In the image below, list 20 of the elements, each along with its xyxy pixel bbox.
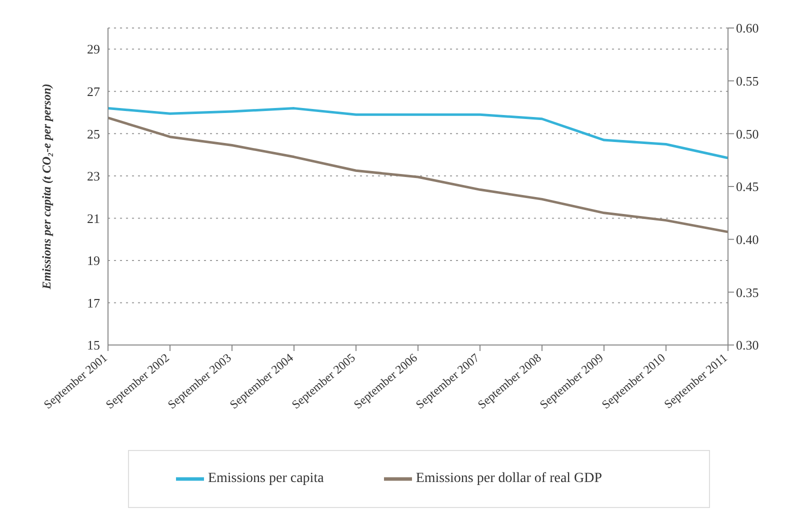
y-tick-label: 15 [87, 338, 100, 353]
y-tick-label: 21 [87, 210, 100, 226]
y2-tick-label: 0.30 [736, 338, 759, 353]
y-tick-label: 29 [87, 42, 100, 57]
y2-tick-label: 0.55 [736, 73, 759, 88]
legend-label: Emissions per dollar of real GDP [416, 471, 602, 486]
y2-tick-label: 0.50 [736, 126, 759, 142]
y-tick-label: 19 [87, 253, 100, 268]
y2-tick-label: 0.35 [736, 284, 759, 300]
y-tick-label: 23 [87, 168, 100, 184]
y2-tick-label: 0.40 [736, 232, 759, 247]
y-tick-label: 17 [87, 295, 100, 310]
line-series [106, 107, 730, 160]
line-series [106, 116, 730, 234]
y-tick-label: 27 [87, 84, 100, 100]
y2-tick-label: 0.45 [736, 179, 759, 194]
y-tick-label: 25 [87, 126, 100, 142]
legend-label: Emissions per capita [208, 471, 324, 486]
y2-tick-label: 0.60 [736, 20, 759, 36]
y-axis-title: Emissions per capita (t CO₂-e per person) [39, 84, 54, 290]
